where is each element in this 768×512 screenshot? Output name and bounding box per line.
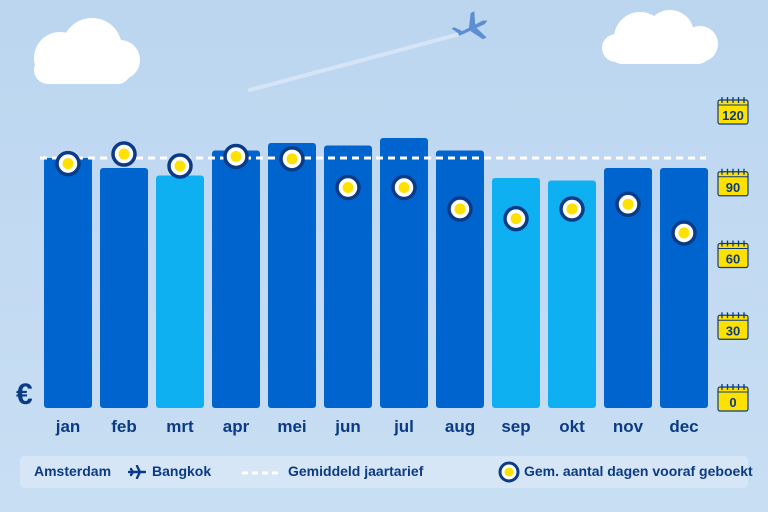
bar-mrt — [156, 175, 204, 408]
calendar-tick-60: 60 — [717, 240, 749, 269]
booking-marker-nov — [615, 191, 641, 218]
legend-route-to: Bangkok — [152, 463, 212, 479]
legend-route-from: Amsterdam — [34, 463, 112, 479]
x-axis-labels: jan feb mrt apr mei jun jul aug sep okt nov dec — [55, 417, 699, 436]
x-label-jan: jan — [55, 417, 81, 436]
x-label-jun: jun — [334, 417, 361, 436]
booking-marker-aug — [447, 196, 473, 222]
booking-marker-sep — [503, 205, 529, 232]
tick-label-120: 120 — [722, 108, 744, 123]
booking-days-marker-icon — [498, 461, 520, 483]
x-label-apr: apr — [223, 417, 250, 436]
airplane-icon — [128, 465, 146, 479]
calendar-tick-120: 120 — [717, 97, 749, 125]
x-label-jul: jul — [393, 417, 414, 436]
bar-jan — [44, 158, 92, 408]
tick-label-30: 30 — [726, 323, 740, 338]
markers-group — [55, 141, 697, 246]
calendar-tick-90: 90 — [717, 168, 749, 197]
secondary-axis: 0 30 60 90 120 — [717, 97, 749, 412]
tick-label-90: 90 — [726, 180, 740, 195]
cloud-left-icon — [34, 18, 140, 84]
contrail — [248, 32, 462, 92]
x-label-mrt: mrt — [166, 417, 194, 436]
booking-marker-jul — [391, 174, 417, 201]
legend-days: Gem. aantal dagen vooraf geboekt — [524, 463, 753, 479]
booking-marker-dec — [671, 220, 697, 246]
legend: Amsterdam Bangkok Gemiddeld jaartarief G… — [20, 456, 753, 488]
cloud-right-icon — [602, 10, 718, 64]
calendar-tick-0: 0 — [717, 384, 749, 412]
x-label-nov: nov — [613, 417, 644, 436]
x-label-okt: okt — [559, 417, 585, 436]
booking-marker-jan — [55, 150, 81, 177]
x-label-dec: dec — [669, 417, 698, 436]
airplane-icon — [451, 11, 488, 40]
x-label-mei: mei — [277, 417, 306, 436]
bar-aug — [436, 150, 484, 408]
tick-label-60: 60 — [726, 252, 740, 267]
bar-sep — [492, 178, 540, 408]
calendar-tick-30: 30 — [717, 312, 749, 340]
bar-okt — [548, 180, 596, 408]
bars-group — [44, 138, 708, 408]
booking-marker-okt — [559, 196, 585, 222]
x-label-sep: sep — [501, 417, 530, 436]
bar-dec — [660, 168, 708, 408]
chart-svg: jan feb mrt apr mei jun jul aug sep okt nov dec 0 30… — [34, 10, 749, 436]
booking-marker-mei — [279, 146, 305, 172]
booking-marker-jun — [335, 174, 361, 201]
booking-marker-feb — [111, 141, 137, 167]
bar-mei — [268, 143, 316, 408]
tick-label-0: 0 — [729, 395, 736, 410]
booking-marker-mrt — [167, 153, 193, 179]
bar-apr — [212, 150, 260, 408]
x-label-aug: aug — [445, 417, 475, 436]
currency-label: € — [16, 378, 33, 411]
x-label-feb: feb — [111, 417, 137, 436]
bar-nov — [604, 168, 652, 408]
legend-average: Gemiddeld jaartarief — [288, 463, 424, 479]
bar-jun — [324, 145, 372, 408]
dashed-line-icon — [242, 471, 282, 475]
booking-marker-apr — [223, 143, 249, 170]
bar-feb — [100, 168, 148, 408]
bar-jul — [380, 138, 428, 408]
